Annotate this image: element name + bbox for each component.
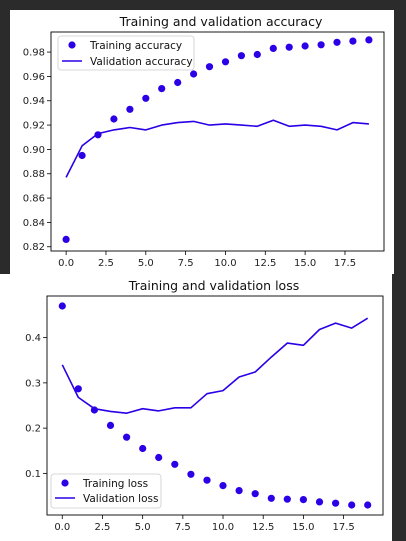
- accuracy-training-point: [301, 42, 309, 50]
- accuracy-training-point: [317, 41, 325, 49]
- loss-legend-training-marker: [61, 479, 69, 487]
- loss-x-tick-label: 12.5: [252, 522, 274, 533]
- loss-training-point: [203, 476, 211, 484]
- loss-training-point: [299, 496, 307, 504]
- accuracy-x-tick-label: 15.0: [294, 258, 316, 269]
- loss-training-point: [155, 453, 163, 462]
- accuracy-training-point: [142, 94, 150, 102]
- accuracy-legend-training-label: Training accuracy: [89, 40, 182, 52]
- accuracy-plot-layer: 0.0 2.5 5.0 7.5 10.0 12.5 15.0 17.5 0.82 0.84 0.86…: [23, 31, 385, 269]
- loss-training-point: [123, 433, 131, 441]
- accuracy-y-tick-label: 0.92: [23, 121, 45, 132]
- loss-x-tick-label: 2.5: [95, 522, 111, 533]
- accuracy-training-point: [253, 50, 261, 59]
- loss-y-tick-label: 0.4: [25, 333, 41, 344]
- loss-training-point: [139, 444, 147, 453]
- accuracy-axes-frame: [50, 31, 385, 252]
- accuracy-x-tick-label: 10.0: [214, 258, 236, 269]
- accuracy-training-point: [285, 43, 293, 51]
- loss-training-point: [251, 490, 259, 498]
- accuracy-x-tick-label: 17.5: [334, 258, 356, 269]
- loss-training-point: [283, 495, 291, 503]
- loss-training-point: [348, 501, 356, 509]
- loss-training-point: [58, 302, 66, 310]
- accuracy-training-point: [190, 70, 198, 78]
- accuracy-training-point: [221, 58, 230, 66]
- loss-chart-title: Training and validation loss: [128, 278, 299, 293]
- accuracy-legend-validation-label: Validation accuracy: [90, 56, 193, 68]
- loss-y-tick-label: 0.3: [25, 378, 41, 389]
- accuracy-training-point: [110, 115, 118, 123]
- loss-legend: Training loss Validation loss: [50, 473, 162, 509]
- accuracy-training-point: [333, 38, 341, 46]
- loss-x-tick-label: 17.5: [332, 522, 354, 533]
- loss-legend-box: [50, 473, 162, 509]
- loss-x-tick-label: 15.0: [292, 522, 314, 533]
- accuracy-x-tick-label: 0.0: [58, 258, 74, 269]
- loss-validation-line: [61, 317, 369, 415]
- loss-x-tick-label: 7.5: [175, 522, 191, 533]
- accuracy-y-tick-label: 0.96: [23, 72, 45, 83]
- accuracy-legend-training-marker: [68, 41, 76, 49]
- accuracy-x-tick-label: 5.0: [138, 258, 154, 269]
- accuracy-training-point: [62, 235, 70, 243]
- loss-training-point: [74, 385, 82, 393]
- loss-plot-layer: 0.0 2.5 5.0 7.5 10.0 12.5 15.0 17.5 0.1 0.2 0.3 0.4: [25, 295, 384, 533]
- accuracy-training-point: [126, 105, 134, 113]
- accuracy-validation-line: [65, 119, 369, 178]
- accuracy-training-point: [78, 151, 86, 160]
- accuracy-y-tick-label: 0.94: [23, 96, 45, 107]
- loss-training-point: [315, 498, 324, 506]
- accuracy-chart-title: Training and validation accuracy: [119, 14, 323, 29]
- accuracy-training-point: [174, 78, 182, 87]
- loss-training-point: [267, 494, 275, 502]
- loss-legend-training-label: Training loss: [82, 478, 148, 490]
- accuracy-chart: Training and validation accuracy 0.0 2.5 5…: [23, 14, 385, 269]
- accuracy-y-tick-label: 0.90: [23, 145, 45, 156]
- loss-training-point: [332, 499, 340, 507]
- accuracy-y-tick-label: 0.82: [23, 242, 45, 253]
- accuracy-x-tick-label: 12.5: [254, 258, 276, 269]
- accuracy-training-point: [349, 37, 357, 45]
- accuracy-y-tick-label: 0.98: [23, 48, 45, 59]
- accuracy-training-point: [205, 63, 214, 71]
- accuracy-training-point: [237, 52, 245, 60]
- loss-x-tick-label: 10.0: [212, 522, 234, 533]
- loss-x-tick-label: 5.0: [135, 522, 151, 533]
- loss-y-tick-label: 0.1: [25, 469, 41, 480]
- accuracy-y-tick-label: 0.86: [23, 194, 45, 205]
- accuracy-training-point: [365, 36, 373, 44]
- accuracy-training-point: [269, 44, 277, 53]
- loss-y-tick-label: 0.2: [25, 424, 41, 435]
- loss-axes-frame: [46, 295, 384, 516]
- accuracy-x-tick-label: 2.5: [98, 258, 114, 269]
- accuracy-y-tick-label: 0.88: [23, 169, 45, 180]
- loss-training-point: [235, 487, 243, 495]
- accuracy-legend-box: [57, 35, 195, 71]
- loss-training-point: [219, 482, 227, 490]
- loss-chart: Training and validation loss 0.0 2.5 5.0 7.…: [25, 278, 384, 533]
- accuracy-training-point: [158, 85, 166, 93]
- loss-training-point: [106, 421, 115, 429]
- accuracy-x-tick-label: 7.5: [178, 258, 194, 269]
- loss-x-tick-label: 0.0: [54, 522, 70, 533]
- loss-training-point: [171, 460, 179, 468]
- accuracy-y-tick-label: 0.84: [23, 218, 45, 229]
- loss-legend-validation-label: Validation loss: [83, 493, 158, 505]
- accuracy-legend: Training accuracy Validation accuracy: [57, 35, 195, 71]
- loss-training-point: [187, 470, 195, 478]
- loss-training-point: [364, 501, 372, 509]
